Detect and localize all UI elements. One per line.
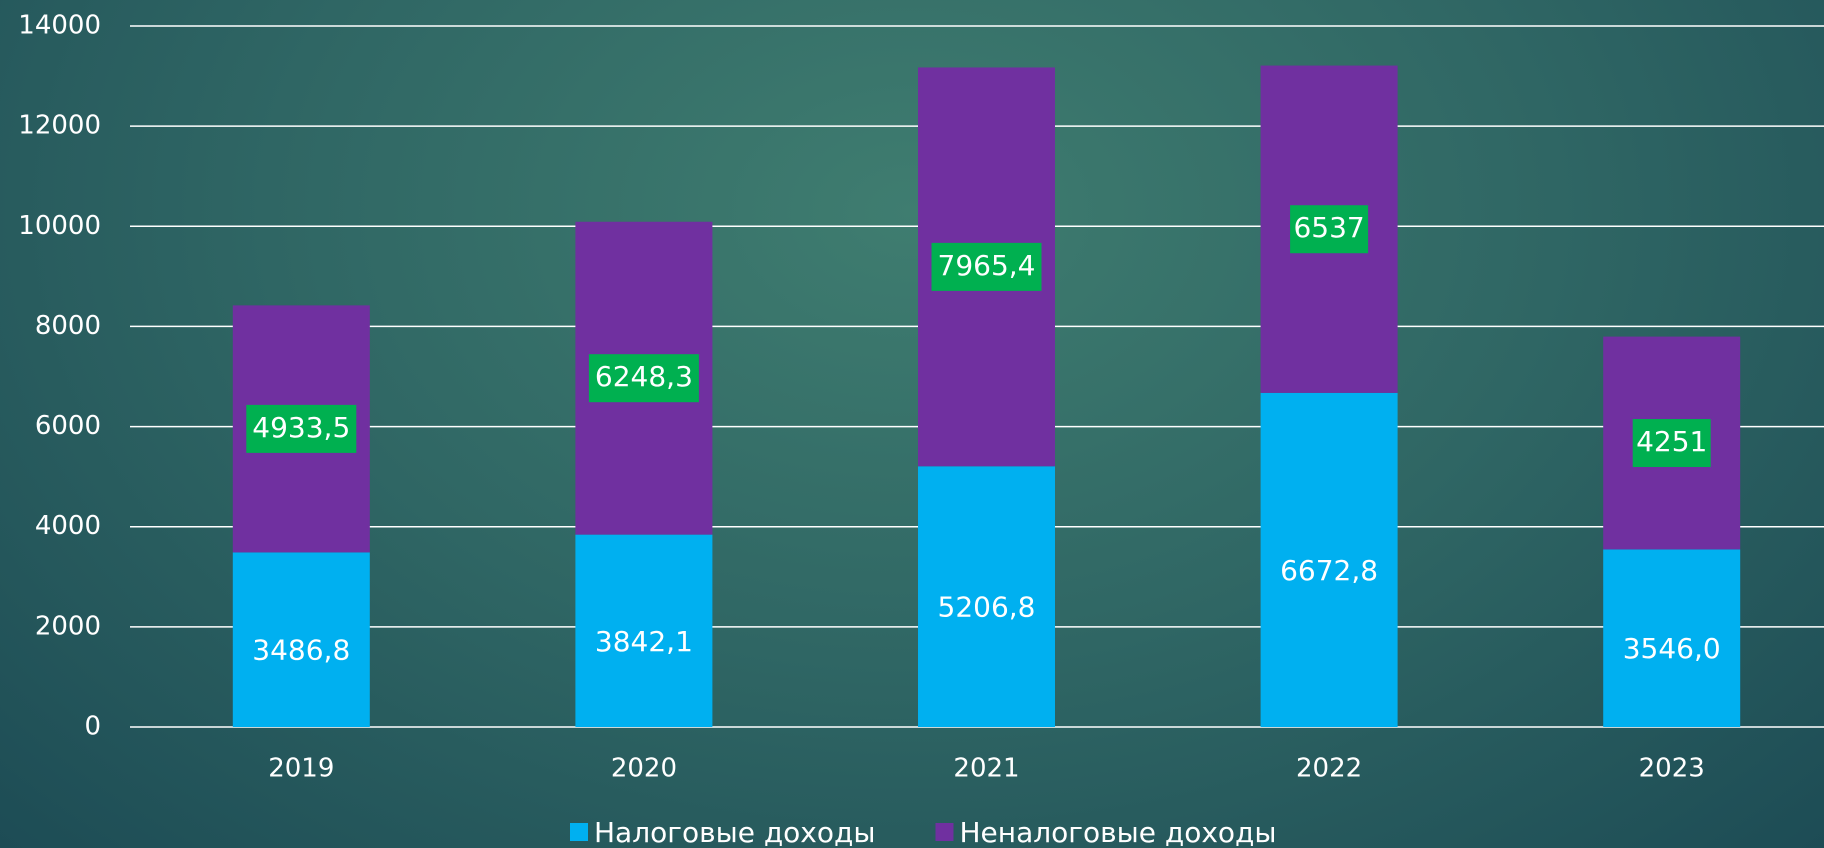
x-tick-label: 2021 — [953, 754, 1019, 784]
data-label: 7965,4 — [938, 249, 1036, 282]
x-tick-label: 2022 — [1296, 754, 1362, 784]
data-label-box — [1632, 419, 1711, 468]
y-tick-label: 4000 — [35, 511, 101, 541]
y-tick-label: 2000 — [35, 611, 101, 641]
x-tick-label: 2019 — [268, 754, 334, 784]
bar-segment — [575, 534, 713, 727]
legend-label: Неналоговые доходы — [959, 816, 1276, 848]
y-tick-label: 10000 — [18, 211, 101, 241]
x-tick-label: 2020 — [611, 754, 677, 784]
data-label: 6672,8 — [1280, 554, 1378, 587]
data-label-box — [588, 354, 699, 403]
bar-segment — [1260, 392, 1398, 727]
data-label: 6537 — [1293, 211, 1364, 244]
data-label-box — [1290, 205, 1369, 254]
data-label: 3546,0 — [1623, 632, 1721, 665]
bar-segment — [232, 552, 370, 727]
y-tick-label: 0 — [84, 712, 101, 742]
legend-swatch — [570, 823, 588, 841]
data-label: 3842,1 — [595, 625, 693, 658]
data-label: 3486,8 — [252, 634, 350, 667]
data-label-box — [246, 404, 357, 453]
data-label: 4251 — [1636, 425, 1707, 458]
data-label-box — [931, 242, 1042, 291]
y-tick-label: 14000 — [18, 11, 101, 41]
legend-label: Налоговые доходы — [594, 816, 875, 848]
y-tick-label: 8000 — [35, 311, 101, 341]
data-label: 6248,3 — [595, 360, 693, 393]
x-tick-label: 2023 — [1639, 754, 1705, 784]
y-tick-label: 12000 — [18, 111, 101, 141]
legend-swatch — [935, 823, 954, 841]
bar-segment — [1603, 549, 1741, 727]
bar-segment — [918, 466, 1055, 727]
data-label: 5206,8 — [938, 591, 1036, 624]
y-tick-label: 6000 — [35, 411, 101, 441]
data-label: 4933,5 — [252, 411, 350, 444]
